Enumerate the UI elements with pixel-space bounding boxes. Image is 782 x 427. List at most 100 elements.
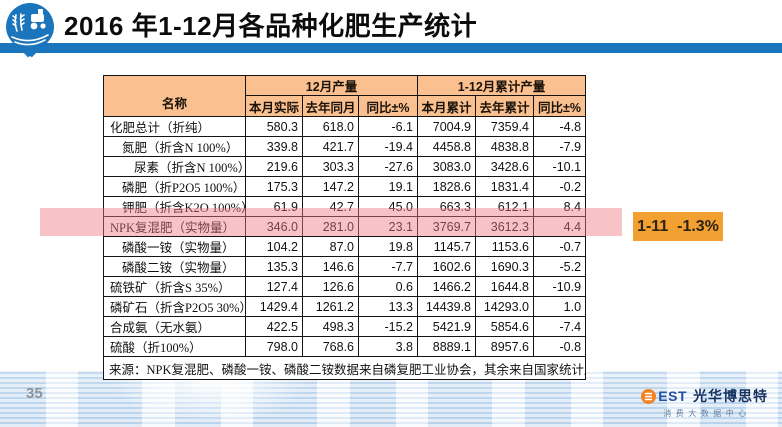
table-cell: -4.8 [532,116,587,137]
table-cell: -7.9 [532,136,587,157]
table-cell: 346.0 [245,216,303,237]
callout-badge: 1-11 -1.3% [633,212,723,241]
row-label: 尿素（折含N 100%） [103,156,246,177]
row-label: 硫铁矿（折含S 35%） [103,276,246,297]
table-cell: -0.2 [532,176,587,197]
table-cell: 0.6 [358,276,418,297]
table-cell: 4838.8 [475,136,534,157]
col-header-cumulative: 本月累计 [417,95,476,117]
table-cell: 7004.9 [417,116,476,137]
row-label: 氮肥（折含N 100%） [103,136,246,157]
table-row: 尿素（折含N 100%） 219.6 303.3 -27.6 3083.0 3428.6… [103,156,587,177]
source-note: 来源：NPK复混肥、磷酸一铵、磷酸二铵数据来自磷复肥工业协会，其余来自国家统计局 [102,356,587,380]
table-cell: 127.4 [245,276,303,297]
table-cell: -5.2 [532,256,587,277]
table-cell: -6.1 [358,116,418,137]
table-cell: -7.7 [358,256,418,277]
footer-brand-line: EST 光华博思特 [641,386,768,406]
table-row: 磷矿石（折含P2O5 30%） 1429.4 1261.2 13.3 14439.8 1… [103,296,587,317]
table-cell: 14293.0 [475,296,534,317]
row-label: 磷酸二铵（实物量） [103,256,246,277]
footer-brand: EST 光华博思特 消费大数据中心 [641,386,768,419]
table-cell: 7359.4 [475,116,534,137]
table-cell: 1602.6 [417,256,476,277]
col-header-yoy-cumulative: 同比±% [532,95,587,117]
table-cell: 281.0 [302,216,359,237]
col-group-december: 12月产量 [245,75,418,96]
row-label: 钾肥（折含K2O 100%） [103,196,246,217]
row-label: 合成氨（无水氨） [103,316,246,337]
table-cell: 3769.7 [417,216,476,237]
col-header-last-year-cumulative: 去年累计 [475,95,534,117]
table-cell: 175.3 [245,176,303,197]
table-cell: -0.7 [532,236,587,257]
page-title: 2016 年1-12月各品种化肥生产统计 [64,10,478,41]
brand-est-text: EST [658,388,687,404]
table-cell: 8.4 [532,196,587,217]
table-row: 磷酸二铵（实物量） 135.3 146.6 -7.7 1602.6 1690.3 -5.2 [103,256,587,277]
table-cell: 87.0 [302,236,359,257]
table-cell: 798.0 [245,336,303,357]
table-cell: 147.2 [302,176,359,197]
table-cell: 13.3 [358,296,418,317]
best-logo-icon [641,388,657,404]
table-cell: -10.1 [532,156,587,177]
table-cell: 219.6 [245,156,303,177]
table-cell: 3612.3 [475,216,534,237]
brand-subtitle: 消费大数据中心 [663,409,751,418]
col-header-name: 名称 [103,75,246,117]
agriculture-pin-logo-icon [2,1,58,65]
page-number: 35 [26,385,43,402]
row-label: NPK复混肥（实物量） [103,216,246,237]
table-cell: 768.6 [302,336,359,357]
table-cell: 23.1 [358,216,418,237]
table-cell: 5854.6 [475,316,534,337]
table-cell: 45.0 [358,196,418,217]
table-cell: 498.3 [302,316,359,337]
table-cell: -0.8 [532,336,587,357]
table-cell: 1831.4 [475,176,534,197]
source-note-row: 来源：NPK复混肥、磷酸一铵、磷酸二铵数据来自磷复肥工业协会，其余来自国家统计局 [102,356,587,380]
row-label: 化肥总计（折纯） [103,116,246,137]
table-cell: -10.9 [532,276,587,297]
table-cell: 4.4 [532,216,587,237]
table-cell: -27.6 [358,156,418,177]
table-cell: 1466.2 [417,276,476,297]
table-cell: 1429.4 [245,296,303,317]
table-cell: 1.0 [532,296,587,317]
table-cell: 339.8 [245,136,303,157]
table-cell: 1828.6 [417,176,476,197]
table-cell: -7.4 [532,316,587,337]
table-cell: 580.3 [245,116,303,137]
table-cell: 5421.9 [417,316,476,337]
row-label: 硫酸（折100%） [103,336,246,357]
table-cell: 303.3 [302,156,359,177]
row-label: 磷酸一铵（实物量） [103,236,246,257]
table-cell: 8957.6 [475,336,534,357]
table-body: 化肥总计（折纯） 580.3 618.0 -6.1 7004.9 7359.4 -4.8 … [103,116,587,357]
table-group-header-row: 名称 12月产量 1-12月累计产量 [103,75,587,117]
table-cell: 19.1 [358,176,418,197]
table-cell: 1153.6 [475,236,534,257]
table-row: NPK复混肥（实物量） 346.0 281.0 23.1 3769.7 3612.3 4.… [103,216,587,237]
table-cell: 8889.1 [417,336,476,357]
col-group-cumulative: 1-12月累计产量 [416,75,587,96]
table-cell: 42.7 [302,196,359,217]
col-header-yoy-month: 同比±% [358,95,418,117]
table-subheader-row: 本月实际 去年同月 同比±% 本月累计 去年累计 同比±% [104,95,587,117]
table-cell: 4458.8 [417,136,476,157]
table-cell: 126.6 [302,276,359,297]
table-cell: 19.8 [358,236,418,257]
table-cell: 421.7 [302,136,359,157]
table-row: 磷酸一铵（实物量） 104.2 87.0 19.8 1145.7 1153.6 -0.7 [103,236,587,257]
table-cell: 422.5 [245,316,303,337]
table-row: 氮肥（折含N 100%） 339.8 421.7 -19.4 4458.8 4838.8… [103,136,587,157]
table-cell: 104.2 [245,236,303,257]
table-row: 磷肥（折P2O5 100%） 175.3 147.2 19.1 1828.6 1831.… [103,176,587,197]
table-row: 化肥总计（折纯） 580.3 618.0 -6.1 7004.9 7359.4 -4.8 [103,116,587,137]
fertilizer-production-table: 名称 12月产量 1-12月累计产量 本月实际 去年同月 同比±% 本月累计 去… [102,75,587,380]
brand-cn-text: 光华博思特 [693,388,768,404]
table-cell: 146.6 [302,256,359,277]
table-cell: 1261.2 [302,296,359,317]
